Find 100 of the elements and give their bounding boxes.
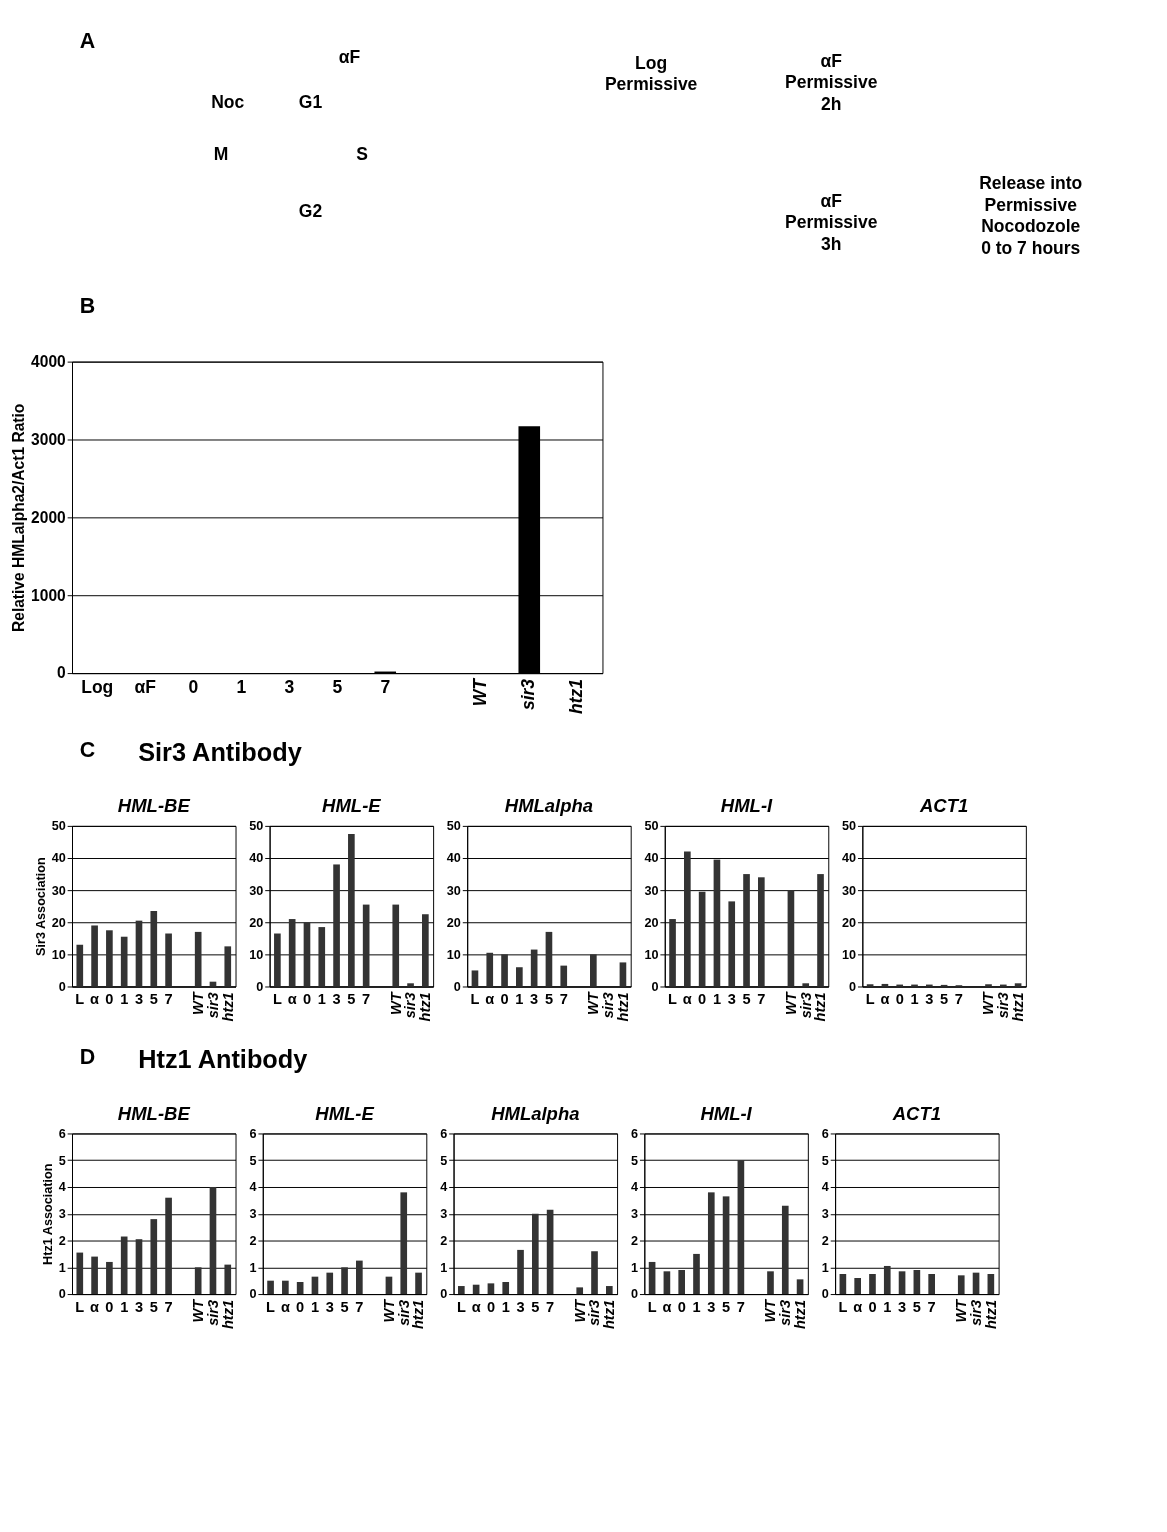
x-tick-label: WT [953, 1298, 970, 1323]
bar [517, 1249, 524, 1295]
bar [303, 922, 311, 987]
y-tick-label: 4 [630, 1180, 639, 1195]
x-tick-label: 1 [712, 991, 721, 1008]
bar [194, 1267, 202, 1295]
bar [274, 933, 281, 987]
y-tick-label: 3 [630, 1207, 639, 1222]
x-tick-label: L [272, 991, 282, 1008]
x-tick-label: 1 [883, 1298, 892, 1315]
bar [501, 954, 508, 987]
x-tick-label: L [647, 1298, 657, 1315]
bar [471, 970, 479, 987]
y-tick-label: 0 [58, 1287, 66, 1302]
x-tick-label: 3 [284, 676, 295, 697]
x-tick-label: 3 [707, 1298, 716, 1315]
bar [282, 1280, 289, 1295]
y-tick-label: 3 [440, 1207, 448, 1222]
chart-title: HMLalpha [491, 1102, 580, 1124]
chart-title: HML-BE [117, 1102, 191, 1124]
x-tick-label: α [682, 991, 692, 1008]
x-tick-label: L [75, 1298, 85, 1315]
x-tick-label: 3 [898, 1298, 907, 1315]
x-tick-label: sir3 [967, 1299, 984, 1326]
x-tick-label: 0 [302, 991, 312, 1008]
x-tick-label: α [853, 1298, 863, 1315]
y-tick-label: 2 [821, 1233, 829, 1248]
x-tick-label: 5 [742, 991, 751, 1008]
x-tick-label: 0 [500, 991, 509, 1008]
bar [758, 877, 765, 987]
y-tick-label: 4 [440, 1180, 448, 1195]
x-tick-label: 7 [927, 1298, 936, 1315]
x-tick-label: WT [190, 1298, 207, 1323]
text: αF Permissive 2h [784, 50, 878, 114]
y-tick-label: 3 [821, 1207, 829, 1222]
x-tick-label: WT [585, 991, 602, 1016]
y-tick-label: 50 [841, 819, 857, 834]
x-tick-label: α [287, 991, 297, 1008]
bar [296, 1282, 304, 1295]
bar [120, 1236, 128, 1295]
bar [341, 1267, 348, 1295]
y-tick-label: 3 [249, 1207, 257, 1222]
chart-title: ACT1 [918, 795, 969, 817]
bar [516, 967, 523, 987]
x-tick-label: 5 [531, 1298, 540, 1315]
y-tick-label: 4 [249, 1180, 257, 1195]
y-tick-label: 6 [440, 1126, 448, 1141]
y-tick-label: 6 [630, 1126, 639, 1141]
y-tick-label: 0 [849, 979, 857, 994]
y-tick-label: 50 [446, 819, 461, 834]
x-tick-label: 7 [355, 1298, 364, 1315]
y-tick-label: 2 [249, 1233, 257, 1248]
x-tick-label: 0 [296, 1298, 305, 1315]
x-tick-label: 3 [727, 991, 736, 1008]
y-tick-label: 1 [58, 1260, 66, 1275]
x-tick-label: sir3 [402, 992, 419, 1019]
x-tick-label: sir3 [995, 992, 1012, 1019]
bar [224, 946, 232, 987]
x-tick-label: 5 [347, 991, 356, 1008]
y-tick-label: 30 [249, 883, 264, 898]
y-tick-label: 5 [630, 1153, 639, 1168]
x-tick-label: α [880, 991, 890, 1008]
bar [150, 1219, 158, 1295]
x-tick-label: sir3 [395, 1299, 412, 1326]
x-tick-label: 3 [134, 1298, 144, 1315]
bar [591, 1251, 598, 1295]
x-tick-label: α [471, 1298, 481, 1315]
x-tick-label: sir3 [586, 1299, 603, 1326]
x-tick-label: αF [134, 676, 157, 697]
bar [135, 1239, 143, 1295]
bar [743, 874, 750, 987]
x-tick-label: L [266, 1298, 276, 1315]
y-tick-label: 10 [249, 947, 264, 962]
y-tick-label: 3 [58, 1207, 66, 1222]
y-tick-label: 20 [644, 915, 659, 930]
y-tick-label: 40 [644, 851, 659, 866]
y-tick-label: 40 [51, 851, 66, 866]
y-tick-label: 30 [446, 883, 461, 898]
x-tick-label: 3 [530, 991, 539, 1008]
text: B [79, 293, 96, 318]
x-tick-label: WT [980, 991, 997, 1016]
bar [150, 911, 158, 987]
chart-title: ACT1 [891, 1102, 941, 1124]
x-tick-label: 0 [105, 1298, 114, 1315]
x-tick-label: 1 [692, 1298, 701, 1315]
x-tick-label: 1 [515, 991, 524, 1008]
x-tick-label: htz1 [1009, 992, 1026, 1022]
text: C [79, 737, 96, 762]
bar [669, 919, 676, 987]
x-tick-label: htz1 [566, 678, 587, 714]
bar [502, 1282, 510, 1295]
x-tick-label: WT [470, 677, 491, 707]
y-tick-label: 0 [256, 979, 264, 994]
x-tick-label: α [90, 1298, 100, 1315]
bar [693, 1253, 700, 1295]
x-tick-label: 5 [340, 1298, 349, 1315]
x-tick-label: htz1 [410, 1299, 427, 1330]
x-tick-label: htz1 [417, 992, 434, 1022]
y-tick-label: 30 [841, 883, 857, 898]
bar [106, 1261, 113, 1295]
